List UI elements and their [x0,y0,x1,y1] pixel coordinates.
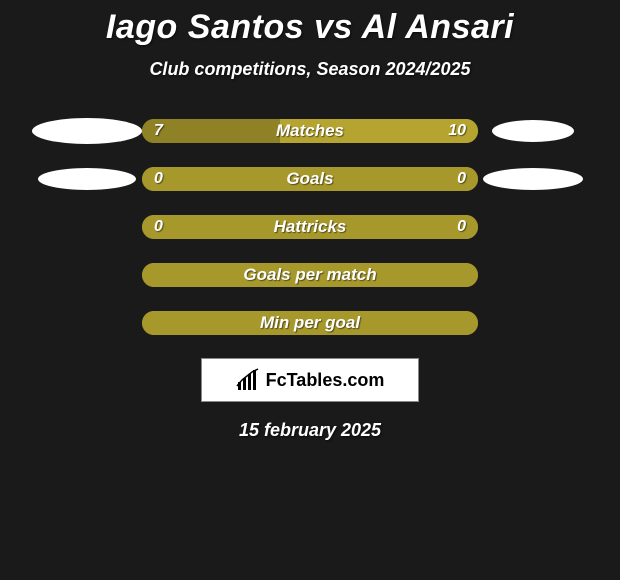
brand-badge[interactable]: FcTables.com [201,358,419,402]
left-value: 0 [154,218,163,236]
player-right-bubble [483,168,583,190]
bar-right-fill [310,167,478,191]
stat-label: Goals [286,169,333,189]
player-left-bubble [38,168,136,190]
brand-text: FcTables.com [266,370,385,391]
stat-label: Min per goal [260,313,360,333]
page-title: Iago Santos vs Al Ansari [0,8,620,47]
player-right-bubble [492,120,574,142]
stat-row: 7 10 Matches [0,118,620,144]
left-bubble-slot [32,168,142,190]
chart-icon [236,368,260,392]
right-value: 10 [448,122,466,140]
left-value: 7 [154,122,163,140]
stat-row: Min per goal [0,310,620,336]
stat-bar: Min per goal [142,311,478,335]
right-value: 0 [457,218,466,236]
stat-row: Goals per match [0,262,620,288]
stat-row: 0 0 Goals [0,166,620,192]
stat-label: Hattricks [274,217,347,237]
player-left-bubble [32,118,142,144]
stat-bar: 0 0 Goals [142,167,478,191]
subtitle: Club competitions, Season 2024/2025 [0,59,620,80]
stat-bar: 7 10 Matches [142,119,478,143]
right-value: 0 [457,170,466,188]
stat-label: Goals per match [243,265,376,285]
stat-label: Matches [276,121,344,141]
stat-row: 0 0 Hattricks [0,214,620,240]
bar-left-fill [142,167,310,191]
stat-bar: 0 0 Hattricks [142,215,478,239]
comparison-widget: Iago Santos vs Al Ansari Club competitio… [0,0,620,441]
left-value: 0 [154,170,163,188]
stat-bar: Goals per match [142,263,478,287]
left-bubble-slot [32,118,142,144]
stat-rows: 7 10 Matches 0 0 Goals 0 0 Hattricks Goals per ma… [0,118,620,336]
right-bubble-slot [478,168,588,190]
date-text: 15 february 2025 [0,420,620,441]
right-bubble-slot [478,120,588,142]
